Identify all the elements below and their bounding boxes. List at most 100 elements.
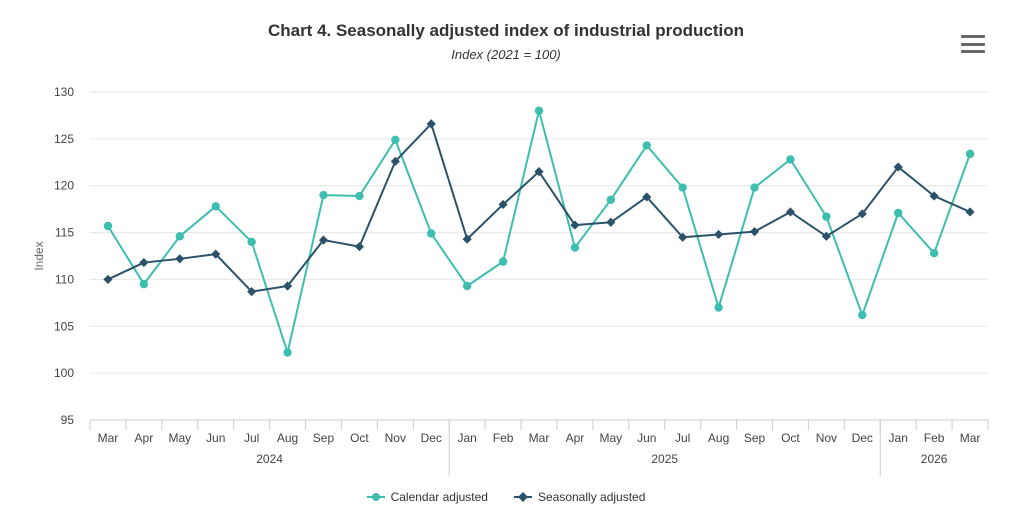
data-point-seasonally-adjusted: [247, 287, 257, 297]
data-point-calendar-adjusted: [355, 191, 364, 201]
data-point-calendar-adjusted: [103, 221, 113, 231]
y-tick-label: 100: [54, 366, 74, 380]
data-point-calendar-adjusted: [247, 237, 256, 247]
data-point-seasonally-adjusted: [139, 257, 149, 268]
x-tick-label: Sep: [744, 431, 766, 445]
data-point-calendar-adjusted: [642, 141, 651, 150]
data-point-seasonally-adjusted: [318, 235, 329, 245]
legend-label-seasonally-adjusted: Seasonally adjusted: [537, 490, 646, 504]
data-point-seasonally-adjusted: [498, 199, 508, 210]
data-point-calendar-adjusted: [929, 248, 939, 258]
data-point-seasonally-adjusted: [929, 191, 939, 201]
data-point-calendar-adjusted: [498, 257, 508, 266]
data-point-seasonally-adjusted: [821, 231, 831, 241]
data-point-calendar-adjusted: [822, 212, 831, 221]
data-point-seasonally-adjusted: [749, 227, 760, 237]
x-tick-label: Jun: [637, 431, 656, 445]
chart-plot-area: 95 100 105 110 115 120 125 130 Mar Apr May Jun Jul Au…: [32, 85, 989, 476]
chart-subtitle: Index (2021 = 100): [451, 47, 561, 62]
data-point-seasonally-adjusted: [893, 162, 903, 172]
data-point-seasonally-adjusted: [714, 229, 724, 240]
x-tick-label: Mar: [98, 431, 119, 445]
legend-item-calendar-adjusted[interactable]: Calendar adjusted: [366, 490, 488, 504]
data-point-calendar-adjusted: [606, 195, 616, 204]
menu-bar: [961, 42, 985, 46]
x-tick-label: Dec: [421, 431, 442, 445]
x-tick-label: Mar: [529, 431, 550, 445]
x-tick-label: May: [600, 431, 623, 445]
menu-bar: [961, 50, 985, 53]
year-group-label: 2025: [651, 452, 678, 466]
menu-bar: [961, 35, 985, 38]
data-point-calendar-adjusted: [965, 149, 975, 159]
data-point-seasonally-adjusted: [965, 207, 975, 217]
y-tick-label: 105: [54, 319, 74, 333]
data-point-calendar-adjusted: [858, 310, 867, 320]
data-point-seasonally-adjusted: [785, 207, 796, 217]
x-tick-label: Jul: [244, 431, 259, 445]
series-line-calendar-adjusted: [107, 109, 971, 354]
x-tick-label: Dec: [852, 431, 873, 445]
data-point-seasonally-adjusted: [426, 119, 436, 129]
data-point-seasonally-adjusted: [390, 156, 400, 166]
data-point-calendar-adjusted: [283, 348, 292, 357]
x-tick-label: Jan: [889, 431, 908, 445]
data-point-seasonally-adjusted: [642, 192, 652, 202]
x-tick-label: Feb: [493, 431, 514, 445]
x-tick-label: Aug: [277, 431, 298, 445]
data-point-calendar-adjusted: [319, 190, 328, 200]
data-point-seasonally-adjusted: [282, 281, 293, 291]
y-tick-label: 125: [54, 132, 74, 146]
x-tick-label: Feb: [924, 431, 945, 445]
data-point-calendar-adjusted: [175, 232, 184, 241]
y-tick-label: 115: [55, 226, 74, 240]
data-point-seasonally-adjusted: [462, 234, 472, 244]
data-point-calendar-adjusted: [462, 281, 472, 291]
y-axis-title: Index: [32, 241, 46, 270]
x-tick-label: Nov: [816, 431, 837, 445]
data-point-seasonally-adjusted: [678, 232, 688, 242]
data-point-seasonally-adjusted: [606, 217, 616, 227]
data-point-calendar-adjusted: [534, 106, 544, 115]
legend-item-seasonally-adjusted[interactable]: Seasonally adjusted: [513, 490, 646, 504]
x-tick-label: Apr: [566, 431, 585, 445]
data-point-calendar-adjusted: [211, 202, 220, 211]
x-tick-label: Oct: [350, 431, 369, 445]
y-tick-label: 130: [54, 85, 74, 99]
x-tick-label: Oct: [781, 431, 800, 445]
data-point-calendar-adjusted: [678, 183, 687, 192]
data-point-seasonally-adjusted: [857, 209, 867, 219]
data-point-calendar-adjusted: [714, 303, 723, 312]
chart-legend: Calendar adjusted Seasonally adjusted: [0, 490, 1012, 504]
data-point-calendar-adjusted: [570, 243, 580, 252]
x-tick-label: Nov: [385, 431, 406, 445]
legend-swatch-calendar-adjusted: [366, 493, 385, 501]
data-point-seasonally-adjusted: [211, 249, 221, 259]
data-point-seasonally-adjusted: [175, 254, 185, 264]
x-tick-label: Jun: [206, 431, 225, 445]
chart-title: Chart 4. Seasonally adjusted index of in…: [267, 21, 745, 40]
data-point-calendar-adjusted: [427, 229, 436, 238]
data-point-calendar-adjusted: [750, 183, 759, 192]
data-point-seasonally-adjusted: [103, 274, 113, 285]
x-tick-label: Jan: [457, 431, 476, 445]
series-line-seasonally-adjusted: [107, 122, 971, 293]
data-point-calendar-adjusted: [786, 155, 795, 164]
legend-swatch-seasonally-adjusted: [513, 492, 532, 502]
data-point-calendar-adjusted: [894, 208, 903, 218]
data-point-seasonally-adjusted: [354, 242, 364, 252]
x-tick-label: Aug: [708, 431, 729, 445]
y-tick-label: 95: [61, 413, 75, 427]
year-group-label: 2024: [256, 452, 283, 466]
data-point-seasonally-adjusted: [534, 167, 544, 177]
x-tick-label: Apr: [135, 431, 154, 445]
data-point-calendar-adjusted: [139, 279, 149, 289]
year-group-label: 2026: [921, 452, 948, 466]
x-tick-label: Mar: [960, 431, 981, 445]
x-tick-label: Jul: [675, 431, 690, 445]
x-tick-label: May: [168, 431, 191, 445]
hamburger-menu-icon[interactable]: [961, 34, 985, 54]
legend-label-calendar-adjusted: Calendar adjusted: [390, 490, 488, 504]
y-tick-label: 120: [54, 179, 74, 193]
x-tick-label: Sep: [313, 431, 335, 445]
